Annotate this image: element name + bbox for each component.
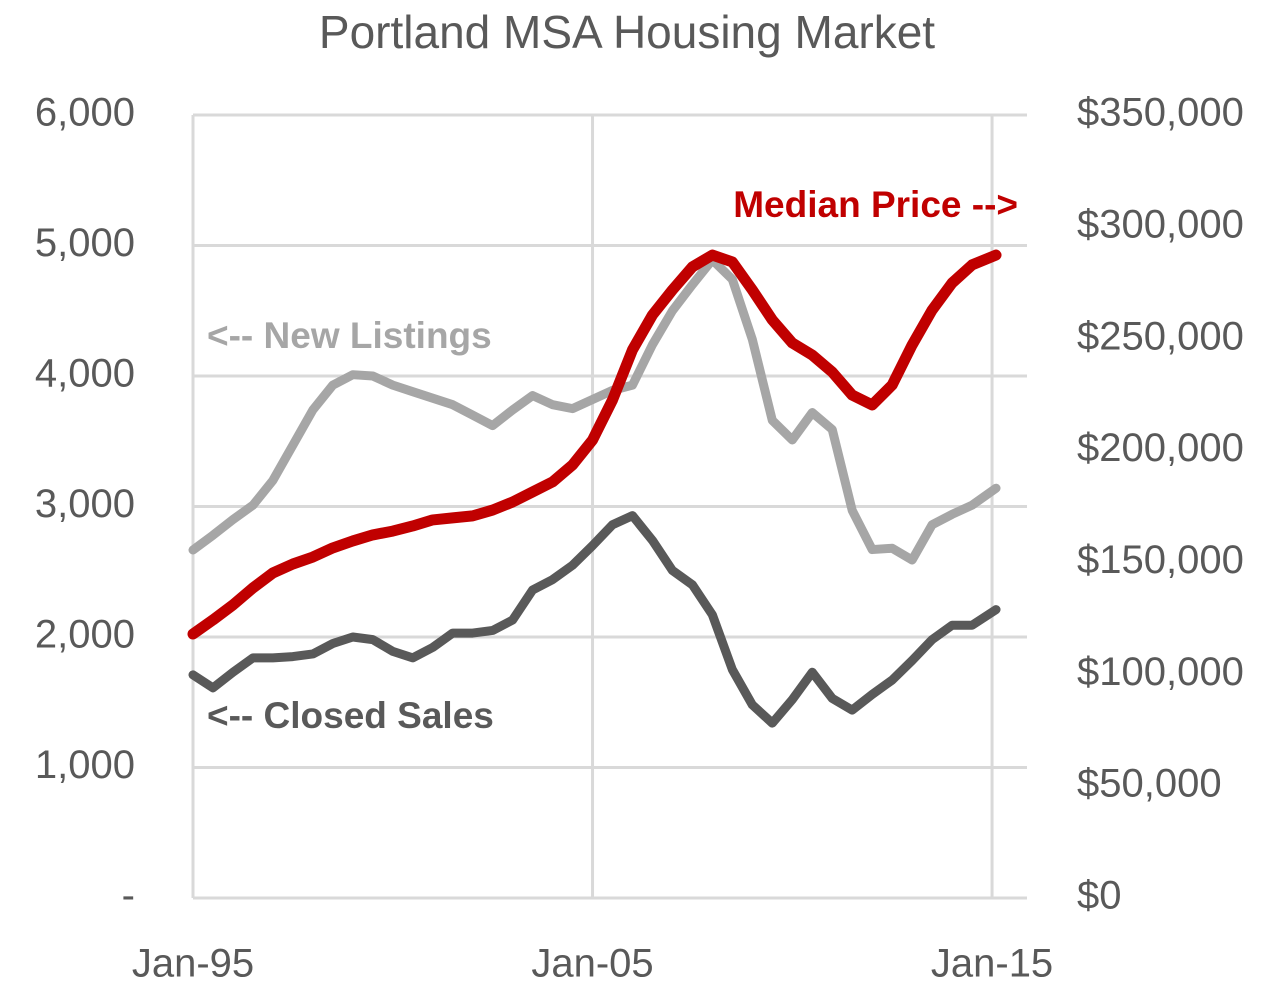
y2-tick-label: $200,000 <box>1077 426 1244 470</box>
y2-tick-label: $100,000 <box>1077 650 1244 694</box>
line-series <box>187 249 1002 640</box>
annotation: <-- Closed Sales <box>207 695 494 736</box>
annotation: <-- New Listings <box>207 315 492 356</box>
y-tick-label: 3,000 <box>35 482 135 526</box>
y-tick-label: 5,000 <box>35 221 135 265</box>
y-tick-label: 1,000 <box>35 743 135 787</box>
y-tick-label: 4,000 <box>35 352 135 396</box>
line-series <box>188 255 1001 565</box>
x-tick-label: Jan-15 <box>931 942 1053 985</box>
annotation: Median Price --> <box>733 184 1018 225</box>
y2-tick-label: $350,000 <box>1077 91 1244 135</box>
line-series <box>188 511 1001 728</box>
y-tick-label: 2,000 <box>35 613 135 657</box>
y2-tick-label: $150,000 <box>1077 538 1244 582</box>
x-tick-label: Jan-95 <box>132 942 254 985</box>
y-tick-label: 6,000 <box>35 91 135 135</box>
y2-tick-label: $50,000 <box>1077 762 1222 806</box>
y-tick-label: - <box>122 874 135 918</box>
y2-tick-label: $300,000 <box>1077 202 1244 246</box>
chart-title: Portland MSA Housing Market <box>319 6 935 58</box>
y2-tick-label: $0 <box>1077 874 1122 918</box>
y2-tick-label: $250,000 <box>1077 314 1244 358</box>
x-tick-label: Jan-05 <box>531 942 653 985</box>
